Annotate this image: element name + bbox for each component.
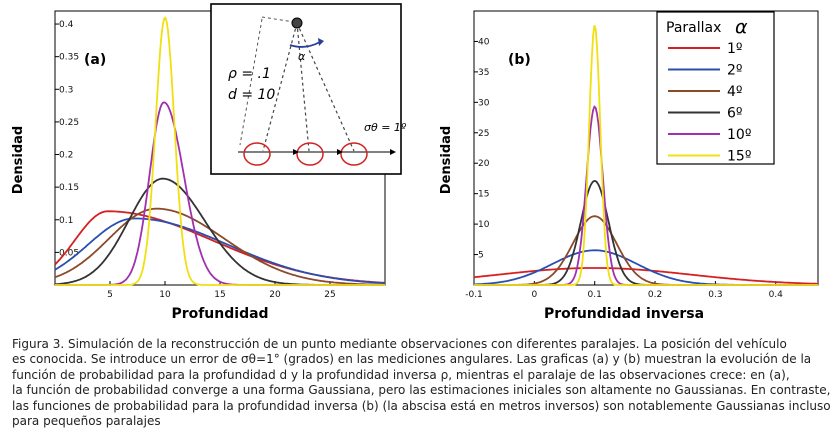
inset-observation-3 [340, 142, 368, 166]
panel-b-label: (b) [508, 52, 531, 68]
y-tick-label: 25 [478, 129, 489, 139]
legend-entry-label: 10º [727, 127, 751, 143]
y-tick-label: 20 [478, 159, 490, 169]
inset-observation-1 [243, 142, 271, 166]
panel-a-ylabel: Densidad [11, 126, 26, 194]
x-tick-label: 5 [107, 290, 113, 300]
y-tick-label: 30 [478, 98, 490, 108]
legend: Parallax α 1º 2º 4º 6º 10º 15º [656, 11, 775, 165]
legend-box [656, 11, 775, 165]
panel-b-ylabel: Densidad [439, 126, 454, 194]
x-tick-label: 25 [324, 290, 335, 300]
inset-observation-2 [296, 142, 324, 166]
y-tick-label: 0.25 [59, 118, 79, 128]
inset-parallax-arrowhead [318, 38, 324, 46]
series-line-a-15deg [55, 16, 385, 286]
x-tick-label: 15 [214, 290, 225, 300]
y-tick-label: 0.4 [59, 20, 74, 30]
inset-d-label: d = 10 [228, 87, 275, 103]
series-line-a-4deg [54, 207, 385, 286]
inset-parallax-arc [289, 41, 321, 48]
inset-frame [210, 3, 402, 175]
inset-diagram: ρ = .1 d = 10 σθ = 1º α [210, 3, 407, 175]
y-tick-label: 15 [478, 190, 489, 200]
panel-b-ticks: -0.1 0 0.1 0.2 0.3 0.4 5 10 15 20 25 30 35 40 [465, 37, 783, 300]
x-tick-label: 0.2 [648, 290, 662, 300]
x-tick-label: 0.1 [588, 290, 602, 300]
y-tick-label: 35 [478, 68, 489, 78]
panel-a-ticks: 5 10 15 20 25 0.05 0.1 0.15 0.2 0.25 0.3 0.35 0.4 [55, 20, 336, 300]
legend-entry-label: 4º [727, 84, 743, 100]
series-line-b-15deg [474, 25, 818, 286]
y-tick-label: 0.1 [59, 216, 73, 226]
series-line-a-2deg [54, 217, 386, 285]
caption-line: es conocida. Se introduce un error de σθ… [12, 352, 812, 367]
figure-caption: Figura 3. Simulación de la reconstrucció… [12, 337, 830, 429]
y-tick-label: 0.35 [59, 53, 79, 63]
caption-line: función de probabilidad para la profundi… [12, 367, 790, 382]
inset-top-dash [261, 16, 295, 23]
y-tick-label: 5 [478, 251, 484, 261]
legend-entry-label: 6º [727, 106, 743, 122]
caption-line: para pequeños paralajes [12, 414, 161, 429]
panel-b-xlabel: Profundidad inversa [544, 306, 704, 322]
x-tick-label: 20 [269, 290, 281, 300]
legend-entries: 1º 2º 4º 6º 10º 15º [668, 41, 751, 165]
y-tick-label: 0.05 [59, 248, 79, 258]
y-tick-label: 40 [478, 37, 490, 47]
y-tick-label: 10 [478, 220, 490, 230]
x-tick-label: -0.1 [465, 290, 483, 300]
y-tick-label: 0.3 [59, 85, 73, 95]
panel-b-chart: -0.1 0 0.1 0.2 0.3 0.4 5 10 15 20 25 30 35 40 (b) Pro… [439, 10, 819, 322]
y-tick-label: 0.15 [59, 183, 79, 193]
panel-a-xlabel: Profundidad [171, 306, 268, 322]
inset-ray-1 [262, 22, 298, 152]
x-tick-label: 10 [159, 290, 171, 300]
caption-line: Figura 3. Simulación de la reconstrucció… [12, 337, 787, 351]
legend-title: Parallax [666, 20, 721, 36]
inset-rho-label: ρ = .1 [228, 66, 271, 82]
inset-ray-3 [296, 22, 355, 152]
panel-b-curves [473, 25, 818, 286]
panel-a-curves [54, 16, 386, 286]
inset-point [291, 17, 303, 29]
legend-title-alpha: α [735, 16, 748, 38]
legend-entry-label: 15º [727, 149, 751, 165]
y-tick-label: 0.2 [59, 151, 73, 161]
inset-motion-arrow-2 [337, 149, 343, 155]
caption-line: las funciones de probabilidad para la pr… [12, 398, 830, 413]
inset-motion-arrow-1 [293, 149, 299, 155]
panel-a-label: (a) [84, 52, 106, 68]
x-tick-label: 0 [531, 290, 537, 300]
x-tick-label: 0.4 [769, 290, 784, 300]
caption-line: la función de probabilidad converge a un… [12, 383, 830, 398]
inset-sigma-label: σθ = 1º [364, 121, 407, 134]
inset-alpha-label: α [298, 50, 306, 63]
inset-ground-arrowhead [390, 149, 396, 155]
legend-entry-label: 1º [727, 41, 743, 57]
series-line-b-1deg [473, 267, 818, 285]
figure: 5 10 15 20 250.050.10.150.20.250.30.350.4 (a… [11, 3, 819, 322]
x-tick-label: 0.3 [708, 290, 722, 300]
legend-entry-label: 2º [727, 63, 743, 79]
